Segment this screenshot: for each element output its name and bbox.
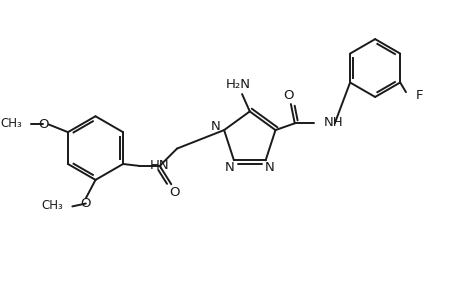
Text: O: O — [283, 89, 294, 102]
Text: HN: HN — [149, 159, 169, 172]
Text: CH₃: CH₃ — [41, 200, 62, 212]
Text: O: O — [80, 197, 91, 210]
Text: CH₃: CH₃ — [0, 118, 22, 130]
Text: O: O — [38, 118, 49, 131]
Text: N: N — [264, 161, 274, 174]
Text: O: O — [168, 186, 179, 200]
Text: F: F — [415, 88, 422, 101]
Text: H₂N: H₂N — [225, 78, 250, 91]
Text: N: N — [225, 161, 235, 174]
Text: N: N — [211, 120, 220, 133]
Text: NH: NH — [323, 116, 342, 129]
